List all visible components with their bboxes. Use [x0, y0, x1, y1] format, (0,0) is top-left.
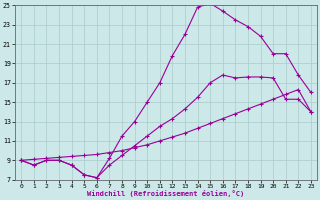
- X-axis label: Windchill (Refroidissement éolien,°C): Windchill (Refroidissement éolien,°C): [87, 190, 245, 197]
